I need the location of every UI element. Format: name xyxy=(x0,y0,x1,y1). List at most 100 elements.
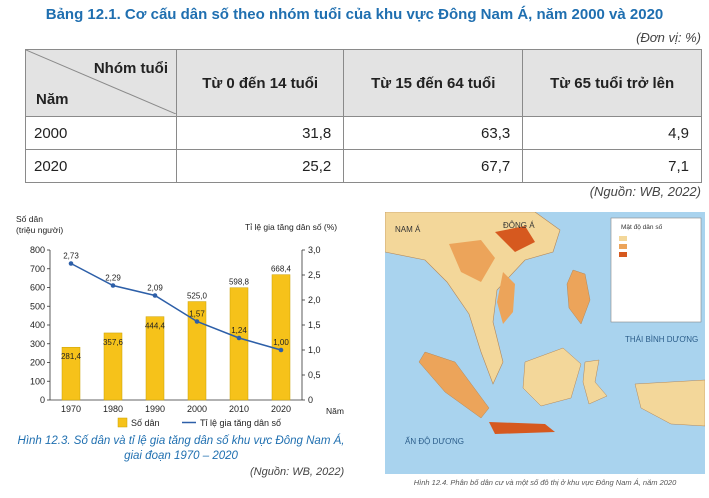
table-row: 2000 31,8 63,3 4,9 xyxy=(25,116,702,150)
corner-label-year: Năm xyxy=(36,91,69,108)
table-cell: 25,2 xyxy=(175,149,345,183)
table-cell: 67,7 xyxy=(343,149,524,183)
table-row: 2020 25,2 67,7 7,1 xyxy=(25,149,702,183)
line-point xyxy=(194,319,200,324)
bar xyxy=(271,274,291,401)
population-chart: Số dân (triệu người) Tỉ lệ gia tăng dân … xyxy=(10,210,360,432)
map-legend xyxy=(610,217,702,323)
line-data-label: 1,00 xyxy=(273,338,289,347)
x-axis-label: Năm xyxy=(326,406,344,416)
new-guinea-region xyxy=(634,379,706,427)
line-point xyxy=(278,347,284,353)
mainland-region xyxy=(384,211,561,385)
left-axis-tick-label: 500 xyxy=(30,301,45,311)
population-chart-svg: Số dân (triệu người) Tỉ lệ gia tăng dân … xyxy=(16,214,344,428)
left-axis-tick-label: 200 xyxy=(30,358,45,368)
line-data-label: 2,29 xyxy=(105,274,121,283)
line-point xyxy=(110,283,116,288)
left-axis-tick-label: 300 xyxy=(30,339,45,349)
table-cell: 7,1 xyxy=(522,149,702,183)
x-axis-tick-label: 2020 xyxy=(271,404,291,414)
bar xyxy=(61,346,81,401)
dense-area xyxy=(497,272,515,324)
table-title: Bảng 12.1. Cơ cấu dân số theo nhóm tuổi … xyxy=(45,6,664,23)
right-axis-label: Tỉ lệ gia tăng dân số (%) xyxy=(245,222,337,232)
bar-data-label: 598,8 xyxy=(229,278,250,287)
bar-data-label: 357,6 xyxy=(103,338,124,347)
left-axis-tick-label: 700 xyxy=(30,264,45,274)
line-data-label: 1,57 xyxy=(189,310,205,319)
bar-data-label: 668,4 xyxy=(271,265,292,274)
right-axis-tick-label: 3,0 xyxy=(308,245,321,255)
legend-label: Tỉ lệ gia tăng dân số xyxy=(200,418,281,428)
line-point xyxy=(68,261,74,266)
legend-bar-swatch xyxy=(117,417,128,428)
table-cell: 4,9 xyxy=(522,116,702,150)
table-corner-cell: Nhóm tuổi Năm xyxy=(25,49,177,117)
map-legend-title: Mật độ dân số xyxy=(621,222,663,231)
bar-data-label: 281,4 xyxy=(61,352,82,361)
column-header: Từ 0 đến 14 tuổi xyxy=(175,49,345,117)
bar-data-label: 525,0 xyxy=(187,292,208,301)
column-header: Từ 15 đến 64 tuổi xyxy=(343,49,524,117)
line-point xyxy=(152,293,158,298)
right-axis-tick-label: 2,5 xyxy=(308,270,321,280)
bar xyxy=(187,301,207,401)
figure-caption: Hình 12.3. Số dân và tỉ lệ gia tăng dân … xyxy=(6,434,356,464)
left-axis-tick-label: 0 xyxy=(40,395,45,405)
java-region xyxy=(489,422,555,434)
corner-diagonal xyxy=(26,50,176,114)
left-axis-unit: (triệu người) xyxy=(16,225,63,235)
figure-caption-line: Hình 12.3. Số dân và tỉ lệ gia tăng dân … xyxy=(17,435,345,447)
left-axis-tick-label: 800 xyxy=(30,245,45,255)
line-point xyxy=(236,335,242,341)
right-axis-tick-label: 1,0 xyxy=(308,345,321,355)
bar xyxy=(145,316,165,401)
map-label-dong-a: ĐÔNG Á xyxy=(503,221,535,230)
population-map-svg: Mật độ dân số NAM Á ĐÔNG Á THÁI BÌNH DƯƠ… xyxy=(384,211,706,474)
philippines-region xyxy=(566,269,591,325)
x-axis-tick-label: 2000 xyxy=(187,404,207,414)
unit-note: (Đơn vị: %) xyxy=(636,30,701,45)
legend-swatch xyxy=(619,252,627,257)
population-map: Mật độ dân số NAM Á ĐÔNG Á THÁI BÌNH DƯƠ… xyxy=(384,211,706,474)
right-axis-tick-label: 1,5 xyxy=(308,320,321,330)
right-axis-tick-label: 0,5 xyxy=(308,370,321,380)
left-axis-tick-label: 600 xyxy=(30,283,45,293)
left-axis-label: Số dân xyxy=(16,214,43,224)
figure-caption-line: giai đoạn 1970 – 2020 xyxy=(124,450,238,462)
sulawesi-region xyxy=(582,359,608,405)
dense-area xyxy=(495,226,535,252)
x-axis-tick-label: 2010 xyxy=(229,404,249,414)
right-axis-tick-label: 0 xyxy=(308,395,313,405)
bar xyxy=(229,287,249,401)
line-data-label: 2,73 xyxy=(63,252,79,261)
bar-data-label: 444,4 xyxy=(145,322,166,331)
growth-rate-line xyxy=(70,262,282,351)
x-axis-tick-label: 1970 xyxy=(61,404,81,414)
left-axis-tick-label: 100 xyxy=(30,376,45,386)
map-label-nam-a: NAM Á xyxy=(395,225,421,234)
table-source: (Nguồn: WB, 2022) xyxy=(589,184,701,199)
legend-swatch xyxy=(619,236,627,241)
map-caption: Hình 12.4. Phân bố dân cư và một số đô t… xyxy=(413,478,677,487)
chart-legend: Số dân Tỉ lệ gia tăng dân số xyxy=(117,417,281,428)
x-axis-tick-label: 1980 xyxy=(103,404,123,414)
left-axis-tick-label: 400 xyxy=(30,320,45,330)
column-header: Từ 65 tuổi trở lên xyxy=(522,49,702,117)
row-year: 2000 xyxy=(25,116,177,150)
row-year: 2020 xyxy=(25,149,177,183)
dense-area xyxy=(449,240,495,282)
legend-swatch xyxy=(619,244,627,249)
bar xyxy=(103,332,123,401)
corner-label-age-group: Nhóm tuổi xyxy=(93,60,168,77)
figure-source: (Nguồn: WB, 2022) xyxy=(250,466,345,478)
line-data-label: 1,24 xyxy=(231,326,247,335)
table-cell: 63,3 xyxy=(343,116,524,150)
borneo-region xyxy=(522,347,582,407)
age-structure-table: Nhóm tuổi Năm Từ 0 đến 14 tuổi Từ 15 đến… xyxy=(25,49,702,183)
map-label-pacific: THÁI BÌNH DƯƠNG xyxy=(625,335,698,344)
map-label-indian-ocean: ẤN ĐỘ DƯƠNG xyxy=(405,436,464,446)
table-cell: 31,8 xyxy=(175,116,345,150)
line-data-label: 2,09 xyxy=(147,284,163,293)
